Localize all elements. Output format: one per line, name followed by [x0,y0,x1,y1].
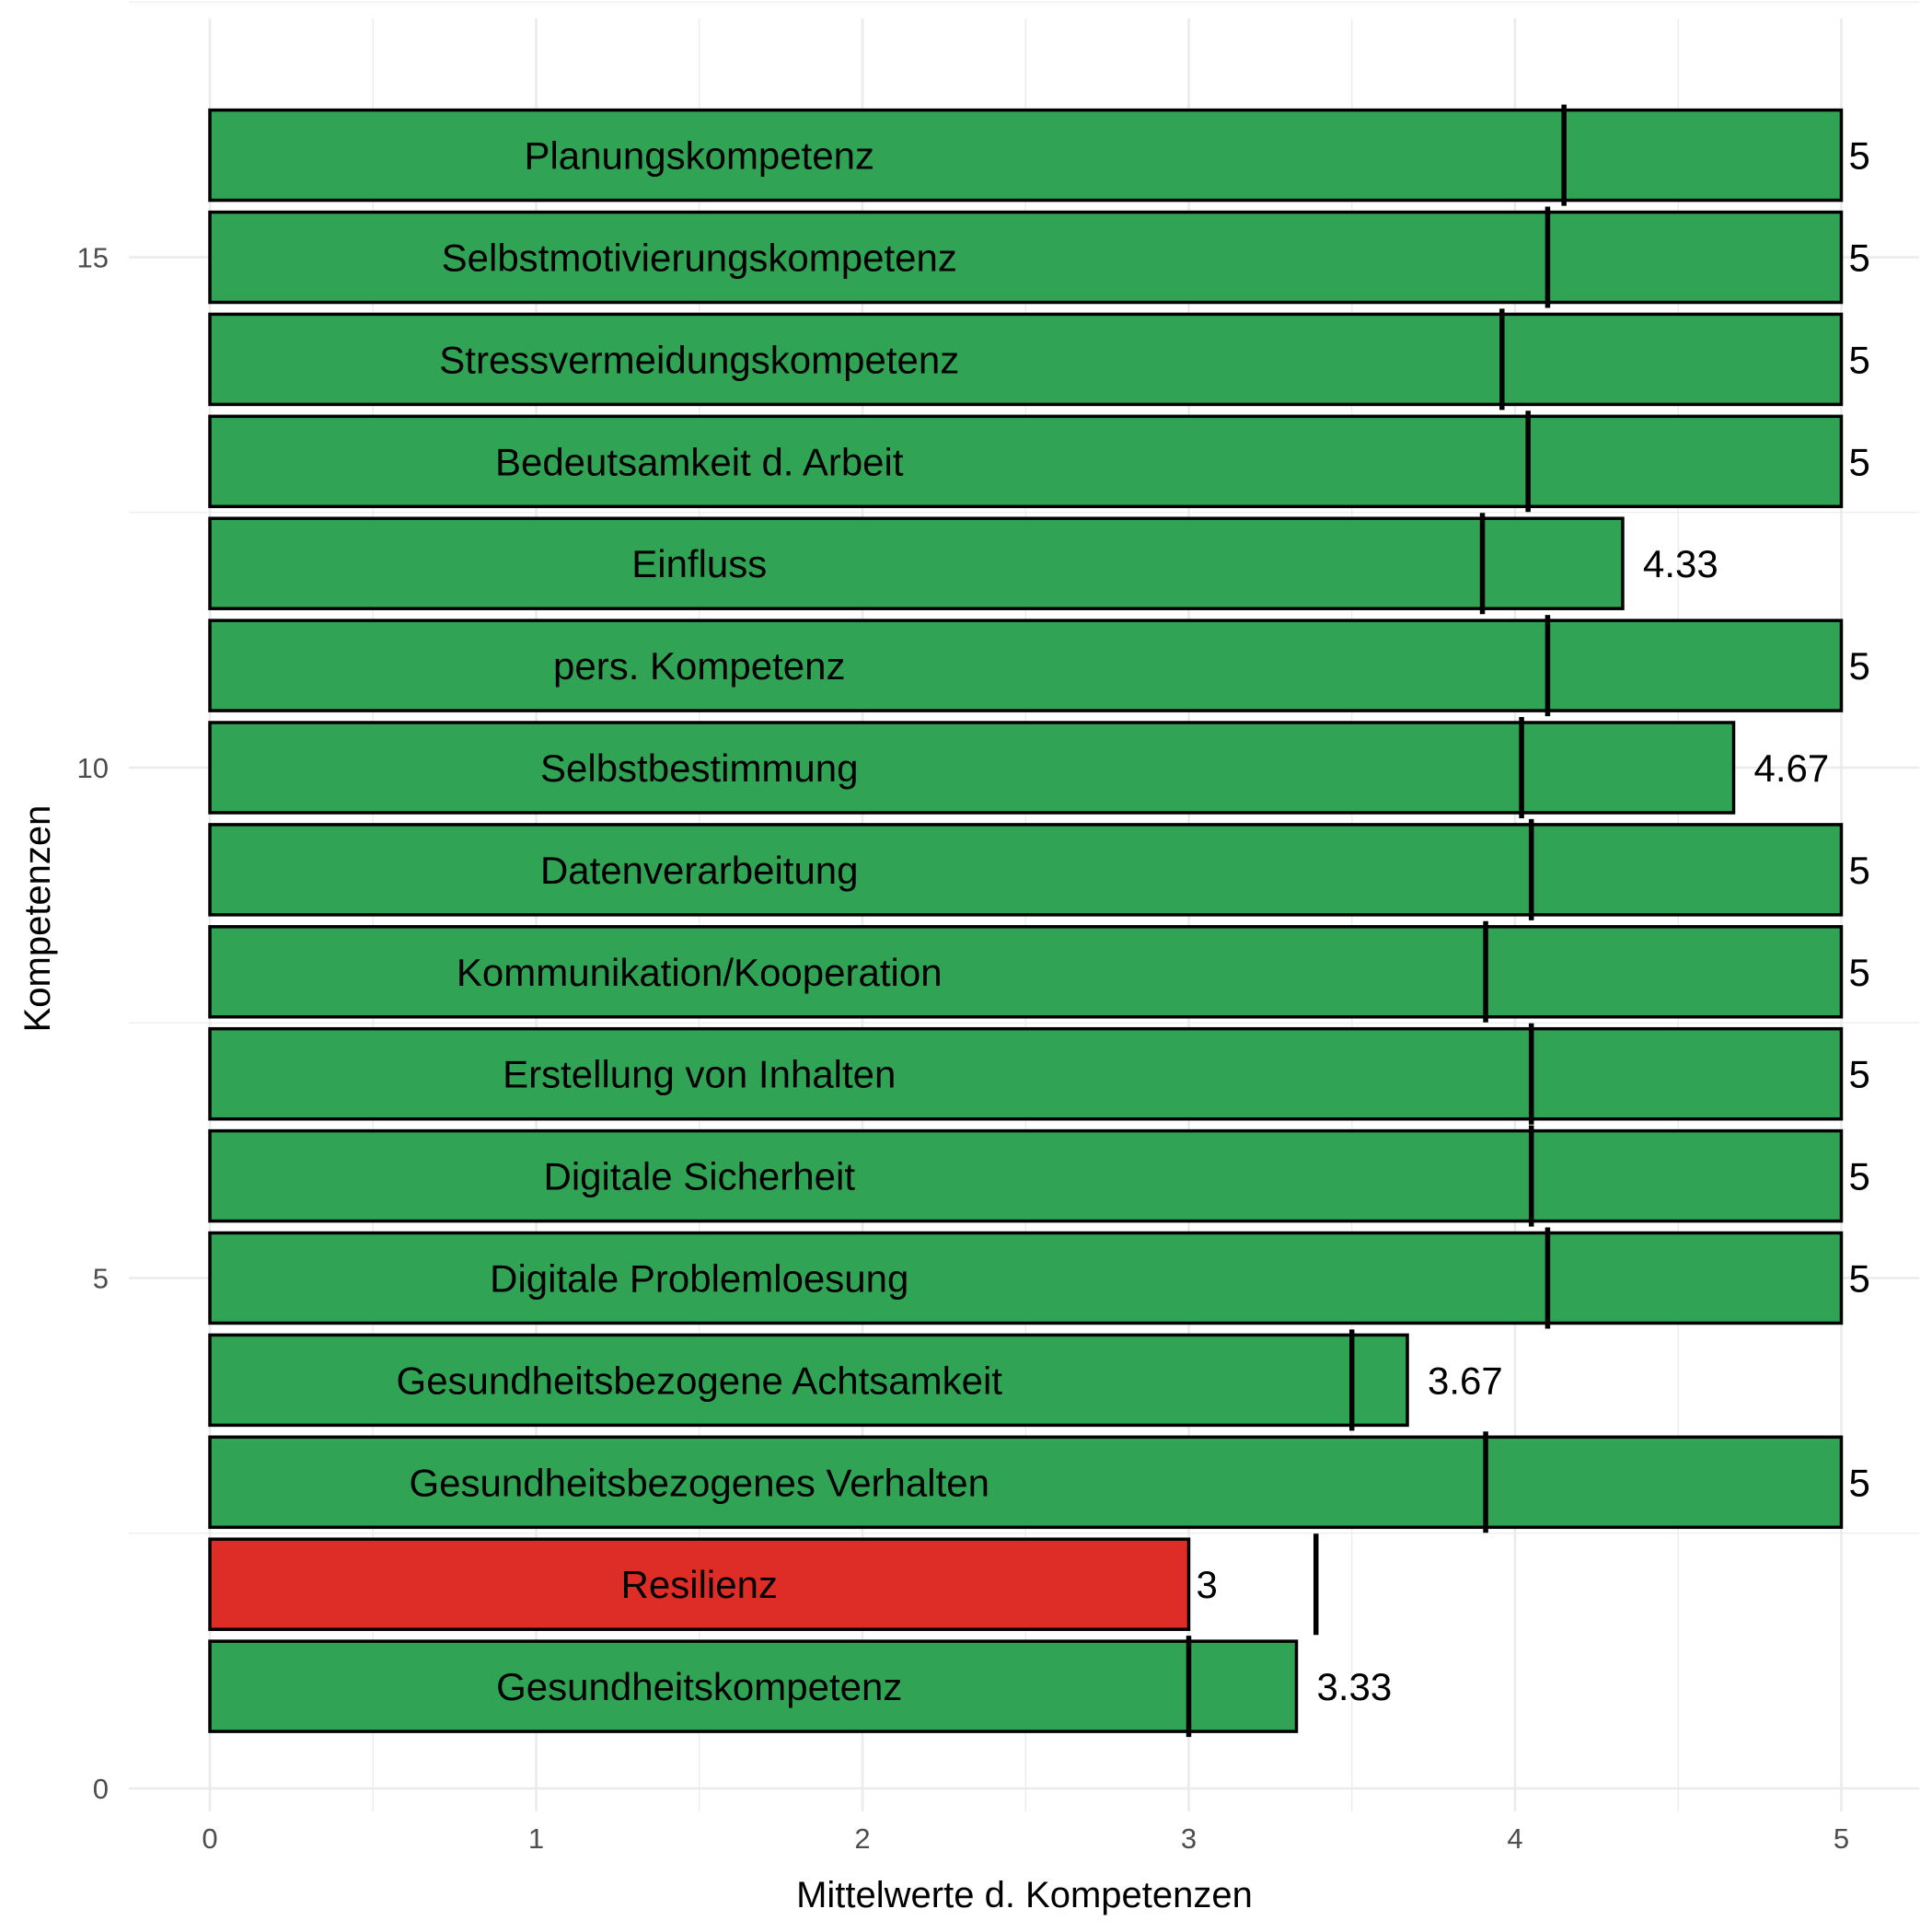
value-labels: 3.33 3 5 3.67 5 5 5 5 5 4.67 5 4.33 5 5 5 5 [1197,134,1870,1708]
bar-label: Bedeutsamkeit d. Arbeit [495,440,904,483]
bar-label: Gesundheitskompetenz [496,1665,902,1708]
x-tick-label: 3 [1181,1822,1197,1855]
bar-label: Gesundheitsbezogenes Verhalten [410,1461,989,1504]
bar-label: Digitale Sicherheit [543,1155,855,1198]
value-label: 4.33 [1643,542,1718,585]
y-tick-label: 5 [93,1263,109,1295]
bar-label: Selbstmotivierungskompetenz [442,237,957,280]
value-label: 5 [1849,1257,1870,1301]
value-label: 5 [1849,1461,1870,1504]
value-label: 5 [1849,134,1870,178]
bar [208,1026,1844,1121]
bar-label: Planungskompetenz [524,134,874,178]
bar [208,925,1844,1019]
value-label: 5 [1849,1053,1870,1096]
bar [208,619,1844,712]
bar [208,516,1625,610]
bars [208,108,1844,1733]
bar [208,823,1844,917]
bar [208,721,1736,815]
x-axis-title: Mittelwerte d. Kompetenzen [796,1875,1253,1915]
value-label: 5 [1849,237,1870,280]
y-tick-label: 10 [77,752,109,784]
mean-markers [1186,104,1567,1738]
bar [208,414,1844,509]
bar-label: Stressvermeidungskompetenz [439,338,959,381]
value-label: 5 [1849,951,1870,994]
bar [208,1639,1299,1733]
bar-label: Selbstbestimmung [540,746,859,790]
x-tick-label: 4 [1507,1822,1522,1855]
x-tick-label: 0 [202,1822,217,1855]
bar-label: Erstellung von Inhalten [503,1053,896,1096]
bar-label: Datenverarbeitung [540,849,859,892]
value-label: 5 [1849,849,1870,892]
bar [208,312,1844,407]
bar-labels: Gesundheitskompetenz Resilienz Gesundheits… [397,134,1003,1708]
y-axis-title: Kompetenzen [17,805,58,1033]
x-tick-label: 2 [854,1822,870,1855]
bar-label: Kommunikation/Kooperation [457,951,943,994]
bar [208,1435,1844,1530]
value-label: 3 [1197,1563,1218,1606]
value-label: 5 [1849,338,1870,381]
value-label: 3.33 [1316,1665,1392,1708]
bar [208,1128,1844,1223]
bar-label: Einfluss [631,542,767,585]
x-tick-label: 5 [1834,1822,1849,1855]
bar [208,1537,1191,1631]
value-label: 5 [1849,1155,1870,1198]
y-tick-label: 0 [93,1773,109,1805]
bar-label: Resilienz [621,1563,778,1606]
bar [208,1231,1844,1325]
value-label: 5 [1849,644,1870,688]
value-label: 3.67 [1428,1359,1503,1402]
axis-ticks: 0 1 2 3 4 5 0 5 10 15 [77,242,1850,1856]
bar-label: pers. Kompetenz [553,644,846,688]
bar [208,1333,1409,1428]
value-label: 5 [1849,440,1870,483]
x-tick-label: 1 [528,1822,544,1855]
bar [208,108,1844,202]
value-label: 4.67 [1754,746,1830,790]
y-tick-label: 15 [77,242,109,274]
bar [208,210,1844,305]
bar-label: Digitale Problemloesung [490,1257,908,1301]
bar-label: Gesundheitsbezogene Achtsamkeit [397,1359,1003,1402]
